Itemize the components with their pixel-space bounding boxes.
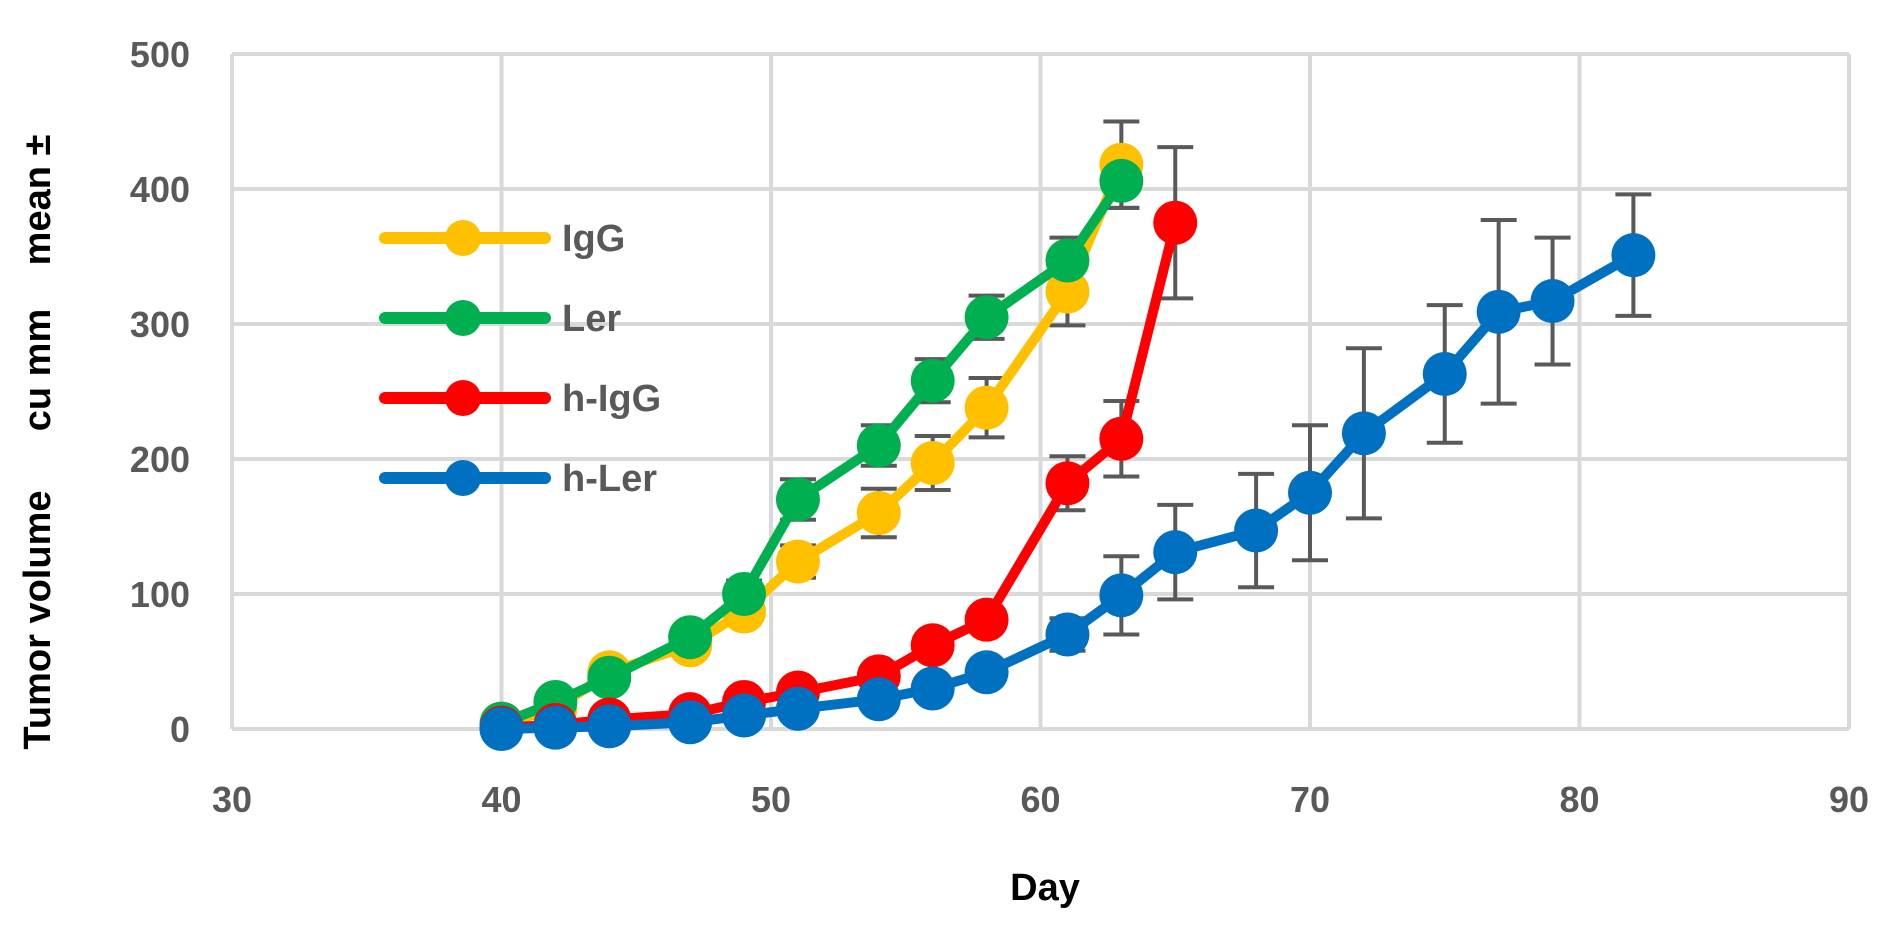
x-tick-label: 80 — [1559, 779, 1599, 820]
y-tick-label: 0 — [170, 709, 190, 750]
y-axis-title-part-2: cu mm — [17, 309, 59, 431]
x-tick-label: 90 — [1829, 779, 1869, 820]
data-point — [1099, 158, 1144, 203]
legend-label: Ler — [562, 298, 621, 340]
data-point — [964, 597, 1009, 642]
data-point — [1611, 233, 1656, 278]
tick-labels: 30 40 50 60 70 80 90 0 100 200 300 400 500 — [130, 34, 1869, 820]
data-point — [856, 491, 901, 535]
legend-label: IgG — [562, 218, 625, 260]
legend-item-ler: Ler — [379, 298, 621, 340]
data-point — [1045, 612, 1090, 657]
data-point — [775, 477, 820, 522]
data-point — [1530, 279, 1575, 324]
data-point — [775, 686, 820, 731]
legend-item-h-igg: h-IgG — [379, 378, 661, 420]
x-tick-label: 30 — [212, 779, 252, 820]
y-axis-title: Tumor volume cu mm mean ± — [17, 135, 59, 750]
data-point — [722, 572, 767, 616]
data-point — [1341, 411, 1386, 456]
data-point — [1422, 351, 1467, 396]
data-point — [1234, 508, 1279, 553]
data-point — [856, 677, 901, 722]
data-point — [1045, 269, 1090, 314]
data-point — [533, 705, 578, 750]
legend-item-h-ler: h-Ler — [379, 458, 657, 500]
data-point — [910, 358, 955, 403]
data-point — [910, 666, 955, 711]
x-axis-title: Day — [1010, 867, 1080, 909]
legend: IgG Ler h-IgG h-Ler — [379, 218, 661, 500]
data-point — [587, 704, 632, 749]
data-point — [479, 707, 524, 751]
series-h-ler — [479, 233, 1656, 751]
data-point — [964, 385, 1009, 430]
x-tick-label: 60 — [1020, 779, 1060, 820]
legend-label: h-IgG — [562, 378, 661, 420]
data-point — [722, 693, 767, 738]
data-point — [1288, 470, 1332, 515]
data-point — [1045, 461, 1090, 506]
data-point — [1099, 416, 1144, 461]
legend-swatch-marker — [445, 300, 481, 336]
data-point — [964, 295, 1009, 340]
y-tick-label: 300 — [130, 304, 190, 345]
series-group — [479, 142, 1656, 751]
data-point — [910, 441, 955, 486]
data-point — [668, 615, 713, 660]
data-point — [775, 539, 820, 584]
data-point — [1153, 530, 1198, 575]
x-tick-label: 40 — [481, 779, 521, 820]
y-axis-title-part-3: mean ± — [17, 135, 59, 266]
data-point — [1045, 238, 1090, 283]
y-tick-label: 500 — [130, 34, 190, 75]
legend-swatch-marker — [445, 460, 481, 496]
data-point — [1153, 200, 1198, 245]
data-point — [910, 623, 955, 668]
legend-item-igg: IgG — [379, 218, 625, 260]
data-point — [668, 700, 713, 745]
y-tick-label: 200 — [130, 439, 190, 480]
data-point — [964, 650, 1009, 695]
data-point — [856, 423, 901, 468]
series-line — [496, 175, 1127, 729]
data-point — [587, 655, 632, 700]
data-point — [1099, 573, 1144, 618]
data-point — [1476, 289, 1521, 334]
error-bars — [726, 119, 1652, 653]
legend-swatch-marker — [445, 380, 481, 416]
legend-swatch-marker — [445, 220, 481, 256]
y-axis-title-part-1: Tumor volume — [17, 491, 59, 750]
legend-label: h-Ler — [562, 458, 657, 500]
x-tick-label: 70 — [1290, 779, 1330, 820]
y-tick-label: 100 — [130, 574, 190, 615]
y-tick-label: 400 — [130, 169, 190, 210]
x-tick-label: 50 — [751, 779, 791, 820]
